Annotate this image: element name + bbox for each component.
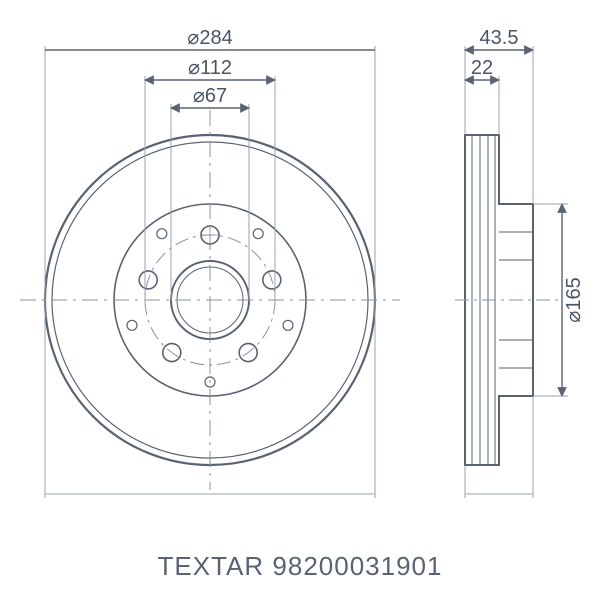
front-view: [20, 110, 400, 490]
technical-drawing: ⌀284 ⌀112 ⌀67: [0, 0, 600, 600]
dim-outer-diameter: ⌀284: [187, 27, 232, 49]
footer: TEXTAR 98200031901: [0, 551, 600, 582]
dim-flange-width: 22: [471, 57, 493, 79]
dim-bore: ⌀67: [193, 85, 227, 107]
side-view: 43.5 22 ⌀165: [455, 27, 585, 465]
dim-pcd: ⌀112: [188, 57, 232, 79]
dim-flange-diameter: ⌀165: [563, 277, 585, 322]
part-number: 98200031901: [272, 551, 442, 581]
dim-overall-width: 43.5: [480, 27, 519, 49]
brand-name: TEXTAR: [158, 551, 265, 581]
